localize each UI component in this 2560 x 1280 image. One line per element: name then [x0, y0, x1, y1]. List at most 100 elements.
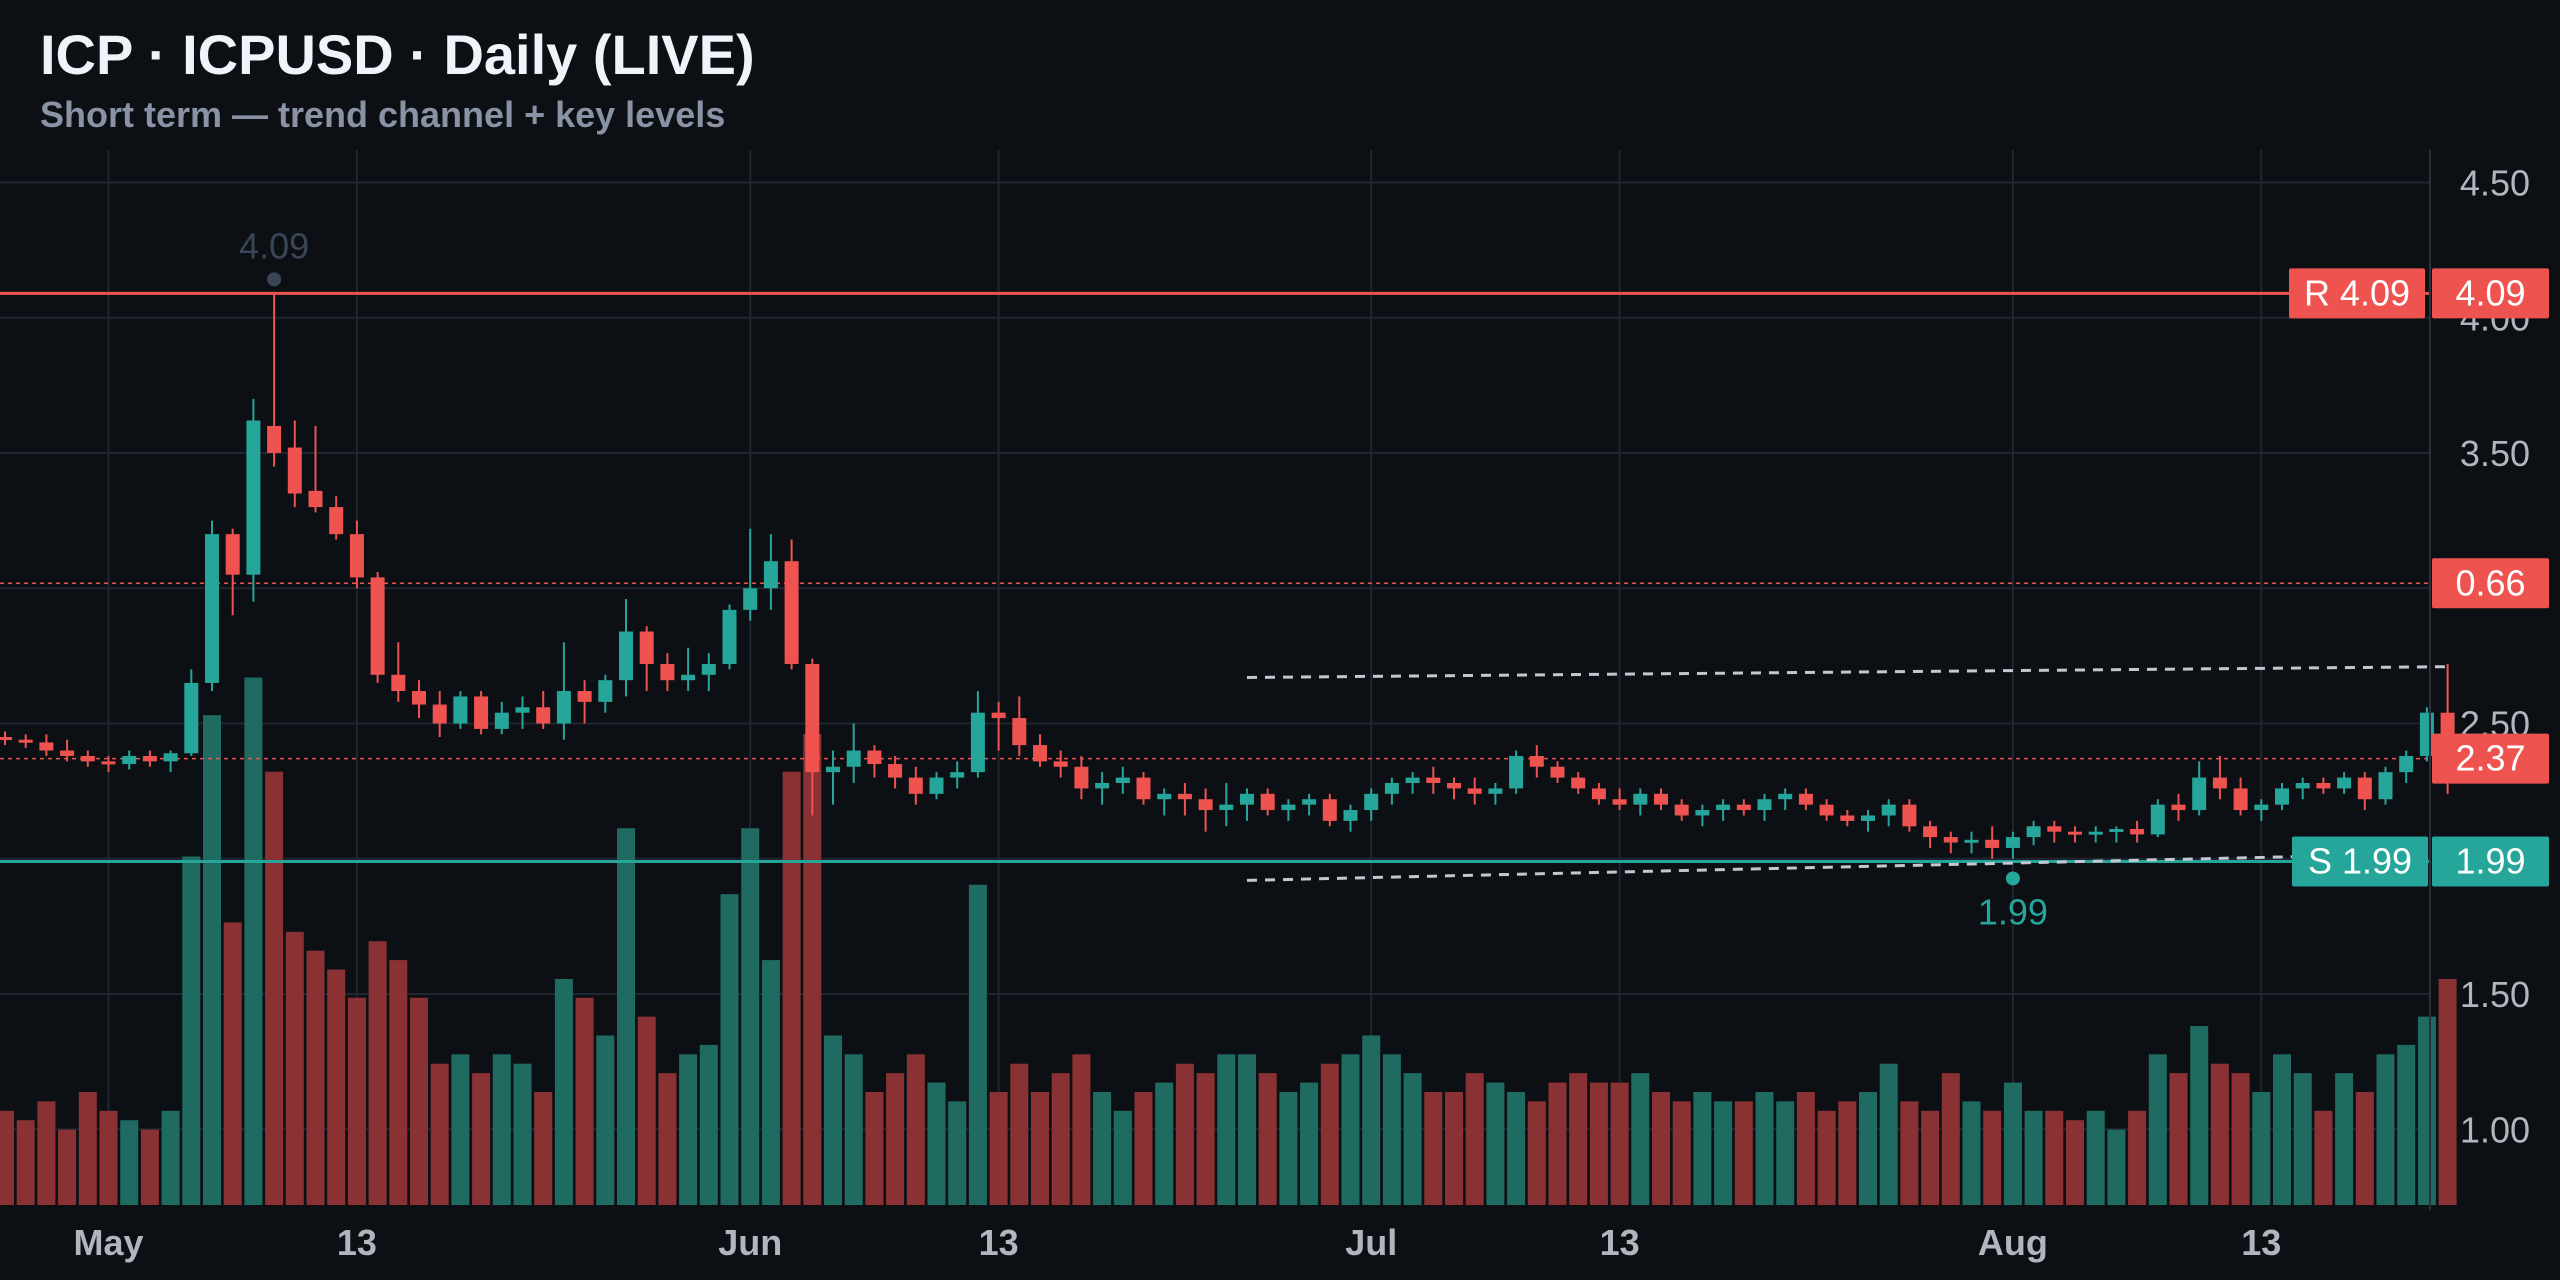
candle-body — [474, 696, 489, 729]
candle-body — [1778, 793, 1793, 800]
candle-body — [888, 764, 903, 778]
candle-body — [1467, 788, 1482, 794]
volume-bar — [1465, 1073, 1484, 1205]
volume-bar — [16, 1120, 35, 1205]
volume-bar — [1672, 1101, 1691, 1205]
candle-body — [1033, 745, 1047, 762]
x-tick-label: 13 — [2241, 1222, 2281, 1263]
volume-bar — [2210, 1063, 2229, 1205]
volume-bar — [2148, 1054, 2167, 1205]
volume-bar — [58, 1129, 77, 1205]
volume-bar — [1527, 1101, 1546, 1205]
candle-body — [1260, 793, 1275, 811]
volume-bar — [161, 1110, 180, 1205]
volume-bar — [327, 969, 346, 1205]
candle-body — [1591, 788, 1606, 800]
candle-body — [660, 663, 675, 681]
candle-body — [1674, 804, 1689, 816]
candle-body — [80, 755, 95, 762]
candle-body — [2088, 831, 2103, 835]
volume-bar — [2252, 1091, 2271, 1205]
candle-body — [1943, 837, 1958, 843]
volume-bar — [1051, 1073, 1070, 1205]
volume-bar — [0, 1110, 14, 1205]
volume-bar — [1983, 1110, 2002, 1205]
volume-bar — [1755, 1091, 1774, 1205]
volume-bar — [1134, 1091, 1153, 1205]
candle-body — [515, 707, 530, 713]
volume-bar — [1507, 1091, 1526, 1205]
candle-body — [2047, 826, 2062, 832]
volume-bar — [679, 1054, 698, 1205]
volume-bar — [1486, 1082, 1505, 1205]
candle-body — [1633, 793, 1648, 805]
candle-body — [184, 682, 199, 754]
candle-body — [701, 663, 716, 675]
volume-bar — [182, 856, 201, 1205]
volume-bar — [865, 1091, 884, 1205]
candle-body — [1964, 839, 1979, 843]
volume-bar — [430, 1063, 449, 1205]
candle-body — [1571, 777, 1586, 789]
candle-body — [1488, 788, 1503, 794]
candle-body — [619, 631, 633, 681]
volume-bar — [1921, 1110, 1940, 1205]
candle-body — [1095, 783, 1110, 789]
candle-body — [2150, 804, 2165, 835]
axes: 1.001.502.002.503.003.504.004.50May13Jun… — [73, 150, 2549, 1263]
x-tick-label: Aug — [1978, 1222, 2048, 1263]
candle-body — [1384, 783, 1399, 794]
channel-upper-line — [1246, 665, 2448, 679]
volume-bar — [2086, 1110, 2105, 1205]
volume-bar — [534, 1091, 553, 1205]
candle-body — [163, 753, 178, 762]
candle-body — [1819, 804, 1834, 816]
volume-bar — [886, 1073, 905, 1205]
candle-body — [1695, 810, 1710, 816]
candle-body — [142, 755, 157, 762]
support-axis-label-bg — [2432, 836, 2549, 887]
candle-body — [805, 663, 820, 773]
candle-body — [1012, 718, 1027, 746]
volume-bar — [140, 1129, 159, 1205]
resistance-tag-bg — [2289, 268, 2425, 319]
volume-bar — [1175, 1063, 1194, 1205]
volume-bar — [2024, 1110, 2043, 1205]
x-tick-label: May — [73, 1222, 143, 1263]
volume-bar — [575, 997, 594, 1205]
volume-bar — [2003, 1082, 2022, 1205]
candle-body — [2005, 837, 2020, 848]
volume-bar — [699, 1044, 718, 1205]
candle-body — [826, 766, 840, 773]
resistance-axis-label-bg — [2432, 268, 2549, 319]
annotation-label: 4.09 — [239, 225, 309, 266]
candle-body — [2130, 828, 2145, 835]
volume-bar — [803, 734, 822, 1205]
volume-bar — [1031, 1091, 1049, 1205]
volume-bar — [1072, 1054, 1091, 1205]
x-tick-label: 13 — [1600, 1222, 1640, 1263]
volume-bar — [368, 941, 387, 1205]
volume-bar — [1631, 1073, 1650, 1205]
candle-body — [722, 609, 737, 664]
volume-bar — [1113, 1110, 1132, 1205]
volume-bar — [637, 1016, 656, 1205]
volume-bar — [741, 828, 760, 1205]
volume-bar — [948, 1101, 967, 1205]
candle-body — [1985, 839, 2000, 848]
volume-bar — [2417, 1016, 2436, 1205]
candle-body — [1716, 804, 1731, 811]
volume-bar — [1652, 1091, 1670, 1205]
candle-body — [536, 707, 551, 724]
volume-bar — [782, 771, 801, 1205]
volume-bar — [1093, 1091, 1112, 1205]
volume-bar — [203, 715, 221, 1205]
volume-bar — [1362, 1035, 1381, 1205]
volume-bar — [513, 1063, 532, 1205]
candle-body — [1426, 777, 1441, 783]
annotation-label: 1.99 — [1978, 891, 2048, 932]
volume-bar — [2397, 1044, 2416, 1205]
volume-bar — [410, 997, 428, 1205]
volume-bar — [1238, 1054, 1256, 1205]
